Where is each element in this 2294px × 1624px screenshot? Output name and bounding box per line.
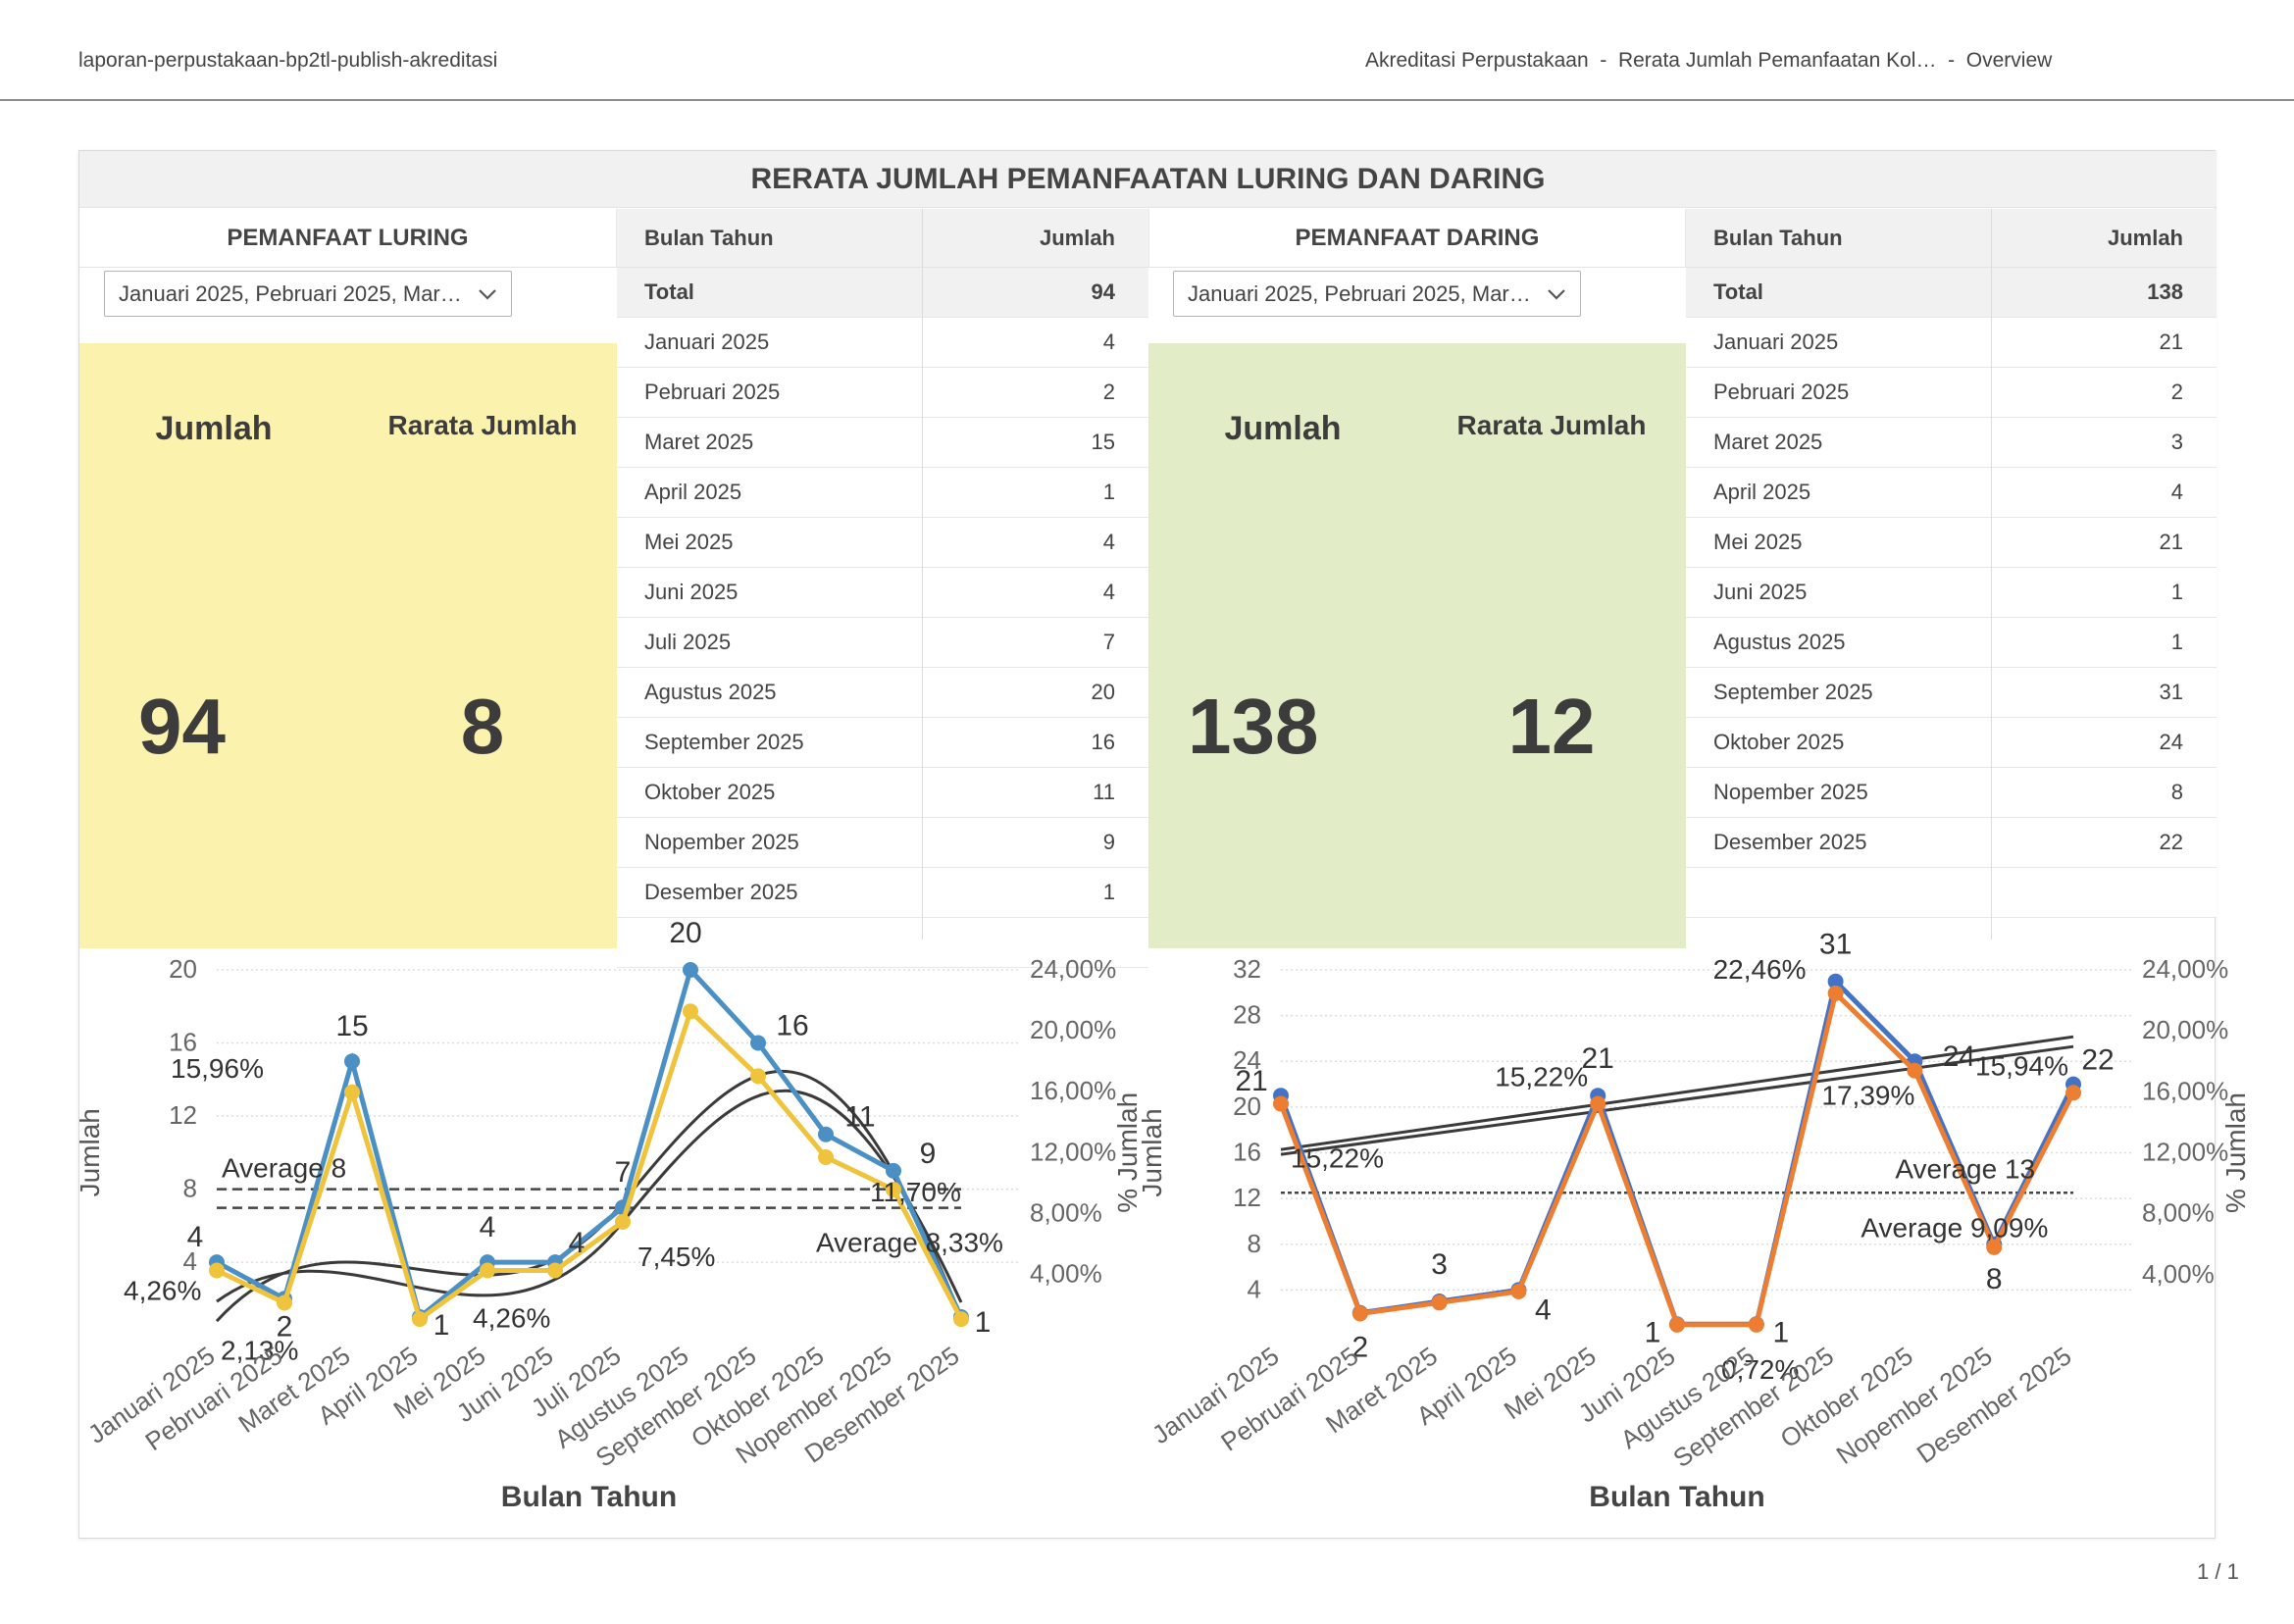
svg-text:16: 16	[776, 1010, 808, 1042]
svg-text:7: 7	[615, 1156, 632, 1189]
svg-text:15: 15	[335, 1010, 368, 1042]
svg-text:32: 32	[1233, 954, 1261, 984]
svg-text:3: 3	[1431, 1248, 1448, 1281]
svg-text:Pebruari 2025: Pebruari 2025	[1215, 1341, 1363, 1456]
svg-text:24: 24	[1943, 1040, 1975, 1073]
svg-text:4: 4	[1248, 1274, 1261, 1303]
svg-text:16,00%: 16,00%	[2142, 1076, 2228, 1105]
svg-text:8,00%: 8,00%	[2142, 1198, 2215, 1228]
svg-text:20: 20	[169, 954, 197, 984]
svg-text:15,22%: 15,22%	[1291, 1143, 1384, 1174]
svg-text:4,26%: 4,26%	[124, 1276, 201, 1306]
svg-text:11: 11	[844, 1101, 875, 1134]
svg-text:Average 13: Average 13	[1895, 1153, 2035, 1184]
svg-text:4: 4	[569, 1227, 586, 1259]
svg-text:Average 8: Average 8	[222, 1153, 346, 1184]
svg-text:4: 4	[480, 1211, 496, 1243]
svg-text:22,46%: 22,46%	[1713, 954, 1807, 985]
svg-text:12,00%: 12,00%	[1030, 1137, 1116, 1166]
svg-text:Jumlah: Jumlah	[75, 1108, 105, 1196]
svg-text:15,96%: 15,96%	[171, 1053, 264, 1084]
svg-text:Bulan Tahun: Bulan Tahun	[501, 1481, 677, 1513]
svg-text:11,70%: 11,70%	[870, 1177, 961, 1207]
svg-text:24,00%: 24,00%	[2142, 954, 2228, 984]
svg-text:8,00%: 8,00%	[1030, 1197, 1102, 1227]
svg-text:7,45%: 7,45%	[637, 1242, 715, 1272]
svg-text:15,22%: 15,22%	[1495, 1062, 1588, 1092]
svg-text:9: 9	[920, 1138, 937, 1170]
svg-text:16: 16	[1233, 1138, 1261, 1167]
svg-text:8: 8	[1986, 1263, 2003, 1295]
svg-text:12: 12	[1233, 1183, 1261, 1212]
svg-text:4,00%: 4,00%	[1030, 1259, 1102, 1289]
svg-text:20,00%: 20,00%	[1030, 1015, 1116, 1044]
svg-text:28: 28	[1233, 1000, 1261, 1030]
svg-text:1: 1	[1772, 1316, 1789, 1348]
svg-text:22: 22	[2081, 1044, 2114, 1077]
svg-text:4: 4	[187, 1221, 204, 1253]
svg-text:17,39%: 17,39%	[1821, 1081, 1914, 1111]
svg-text:8: 8	[183, 1174, 197, 1203]
svg-text:20: 20	[669, 917, 701, 949]
svg-text:1: 1	[975, 1306, 992, 1339]
svg-text:Average 8,33%: Average 8,33%	[816, 1228, 1003, 1258]
svg-text:8: 8	[1248, 1229, 1261, 1258]
svg-text:21: 21	[1235, 1065, 1267, 1097]
svg-text:16,00%: 16,00%	[1030, 1076, 1116, 1105]
svg-text:4,00%: 4,00%	[2142, 1259, 2215, 1289]
svg-text:20,00%: 20,00%	[2142, 1015, 2228, 1044]
svg-text:12: 12	[169, 1100, 197, 1130]
svg-text:Jumlah: Jumlah	[1137, 1108, 1167, 1196]
svg-text:31: 31	[1819, 929, 1852, 961]
svg-text:1: 1	[433, 1309, 450, 1342]
svg-text:4,26%: 4,26%	[473, 1303, 550, 1334]
svg-text:% Jumlah: % Jumlah	[2220, 1092, 2251, 1213]
svg-text:15,94%: 15,94%	[1975, 1050, 2068, 1081]
svg-text:12,00%: 12,00%	[2142, 1138, 2228, 1167]
svg-text:24,00%: 24,00%	[1030, 954, 1116, 984]
svg-text:Bulan Tahun: Bulan Tahun	[1589, 1481, 1764, 1513]
svg-text:4: 4	[1535, 1294, 1552, 1326]
svg-text:Average 9,09%: Average 9,09%	[1861, 1212, 2048, 1243]
